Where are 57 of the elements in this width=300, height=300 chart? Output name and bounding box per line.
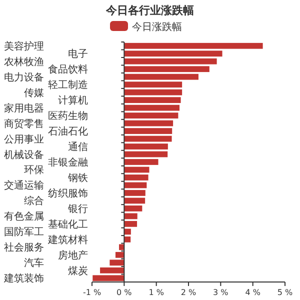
x-tick-label: -1 % [82,288,102,297]
y-tick-label: 轻工制造 [48,79,88,92]
y-tick-label: 公用事业 [4,133,44,146]
x-tick-label: 2 % [180,288,197,297]
legend: 今日涨跌幅 [110,21,182,33]
bar [124,174,148,180]
bar [124,104,180,111]
y-tick-label: 建筑材料 [47,234,88,246]
bar [124,190,146,196]
y-tick-label: 美容护理 [4,40,44,52]
bar [124,112,178,118]
y-tick-label: 有色金属 [4,210,44,223]
x-tick-label: 1 % [148,288,164,297]
y-tick-label: 传媒 [24,88,44,99]
y-tick-label: 机械设备 [4,148,44,161]
y-tick-label: 食品饮料 [48,64,88,76]
bar [124,151,168,158]
y-tick-label: 医药生物 [48,110,88,122]
y-tick-label: 石油石化 [48,126,88,138]
y-tick-label: 基础化工 [48,218,88,230]
y-tick-label: 建筑装饰 [3,272,44,285]
bar [124,206,142,212]
y-tick-label: 纺织服饰 [48,187,88,200]
bar [124,198,146,204]
y-tick-label: 非银金融 [48,156,88,168]
chart-title: 今日各行业涨跌幅 [105,4,194,17]
y-tick-label: 交通运输 [4,180,44,192]
y-tick-label: 农林牧渔 [4,56,44,68]
y-tick-label: 国防军工 [4,226,44,238]
bar [124,236,131,242]
y-tick-label: 电子 [68,48,88,60]
y-tick-label: 电力设备 [4,71,44,84]
bar [124,213,138,220]
y-tick-label: 社会服务 [4,242,44,254]
bar [124,159,158,165]
x-tick-label: 4 % [245,288,261,297]
y-tick-label: 计算机 [58,94,88,107]
y-tick-label: 钢铁 [67,172,88,184]
bar [124,144,168,150]
x-tick-label: 5 % [277,288,294,297]
bar [124,136,172,142]
x-tick-label: 3 % [213,288,229,297]
bar [124,182,147,188]
bar [124,128,172,134]
y-tick-label: 家用电器 [4,102,44,114]
y-tick-label: 房地产 [58,249,88,262]
y-tick-label: 通信 [68,141,88,154]
x-tick-label: 0 % [116,288,132,297]
y-tick-label: 环保 [24,165,44,176]
bar [124,120,174,126]
y-tick-label: 综合 [24,195,44,208]
y-tick-label: 商贸零售 [4,118,44,130]
bar [124,166,150,173]
y-tick-label: 汽车 [24,257,44,270]
y-tick-label: 银行 [67,204,88,215]
legend-label: 今日涨跌幅 [132,21,182,33]
y-tick-label: 煤炭 [68,264,88,277]
